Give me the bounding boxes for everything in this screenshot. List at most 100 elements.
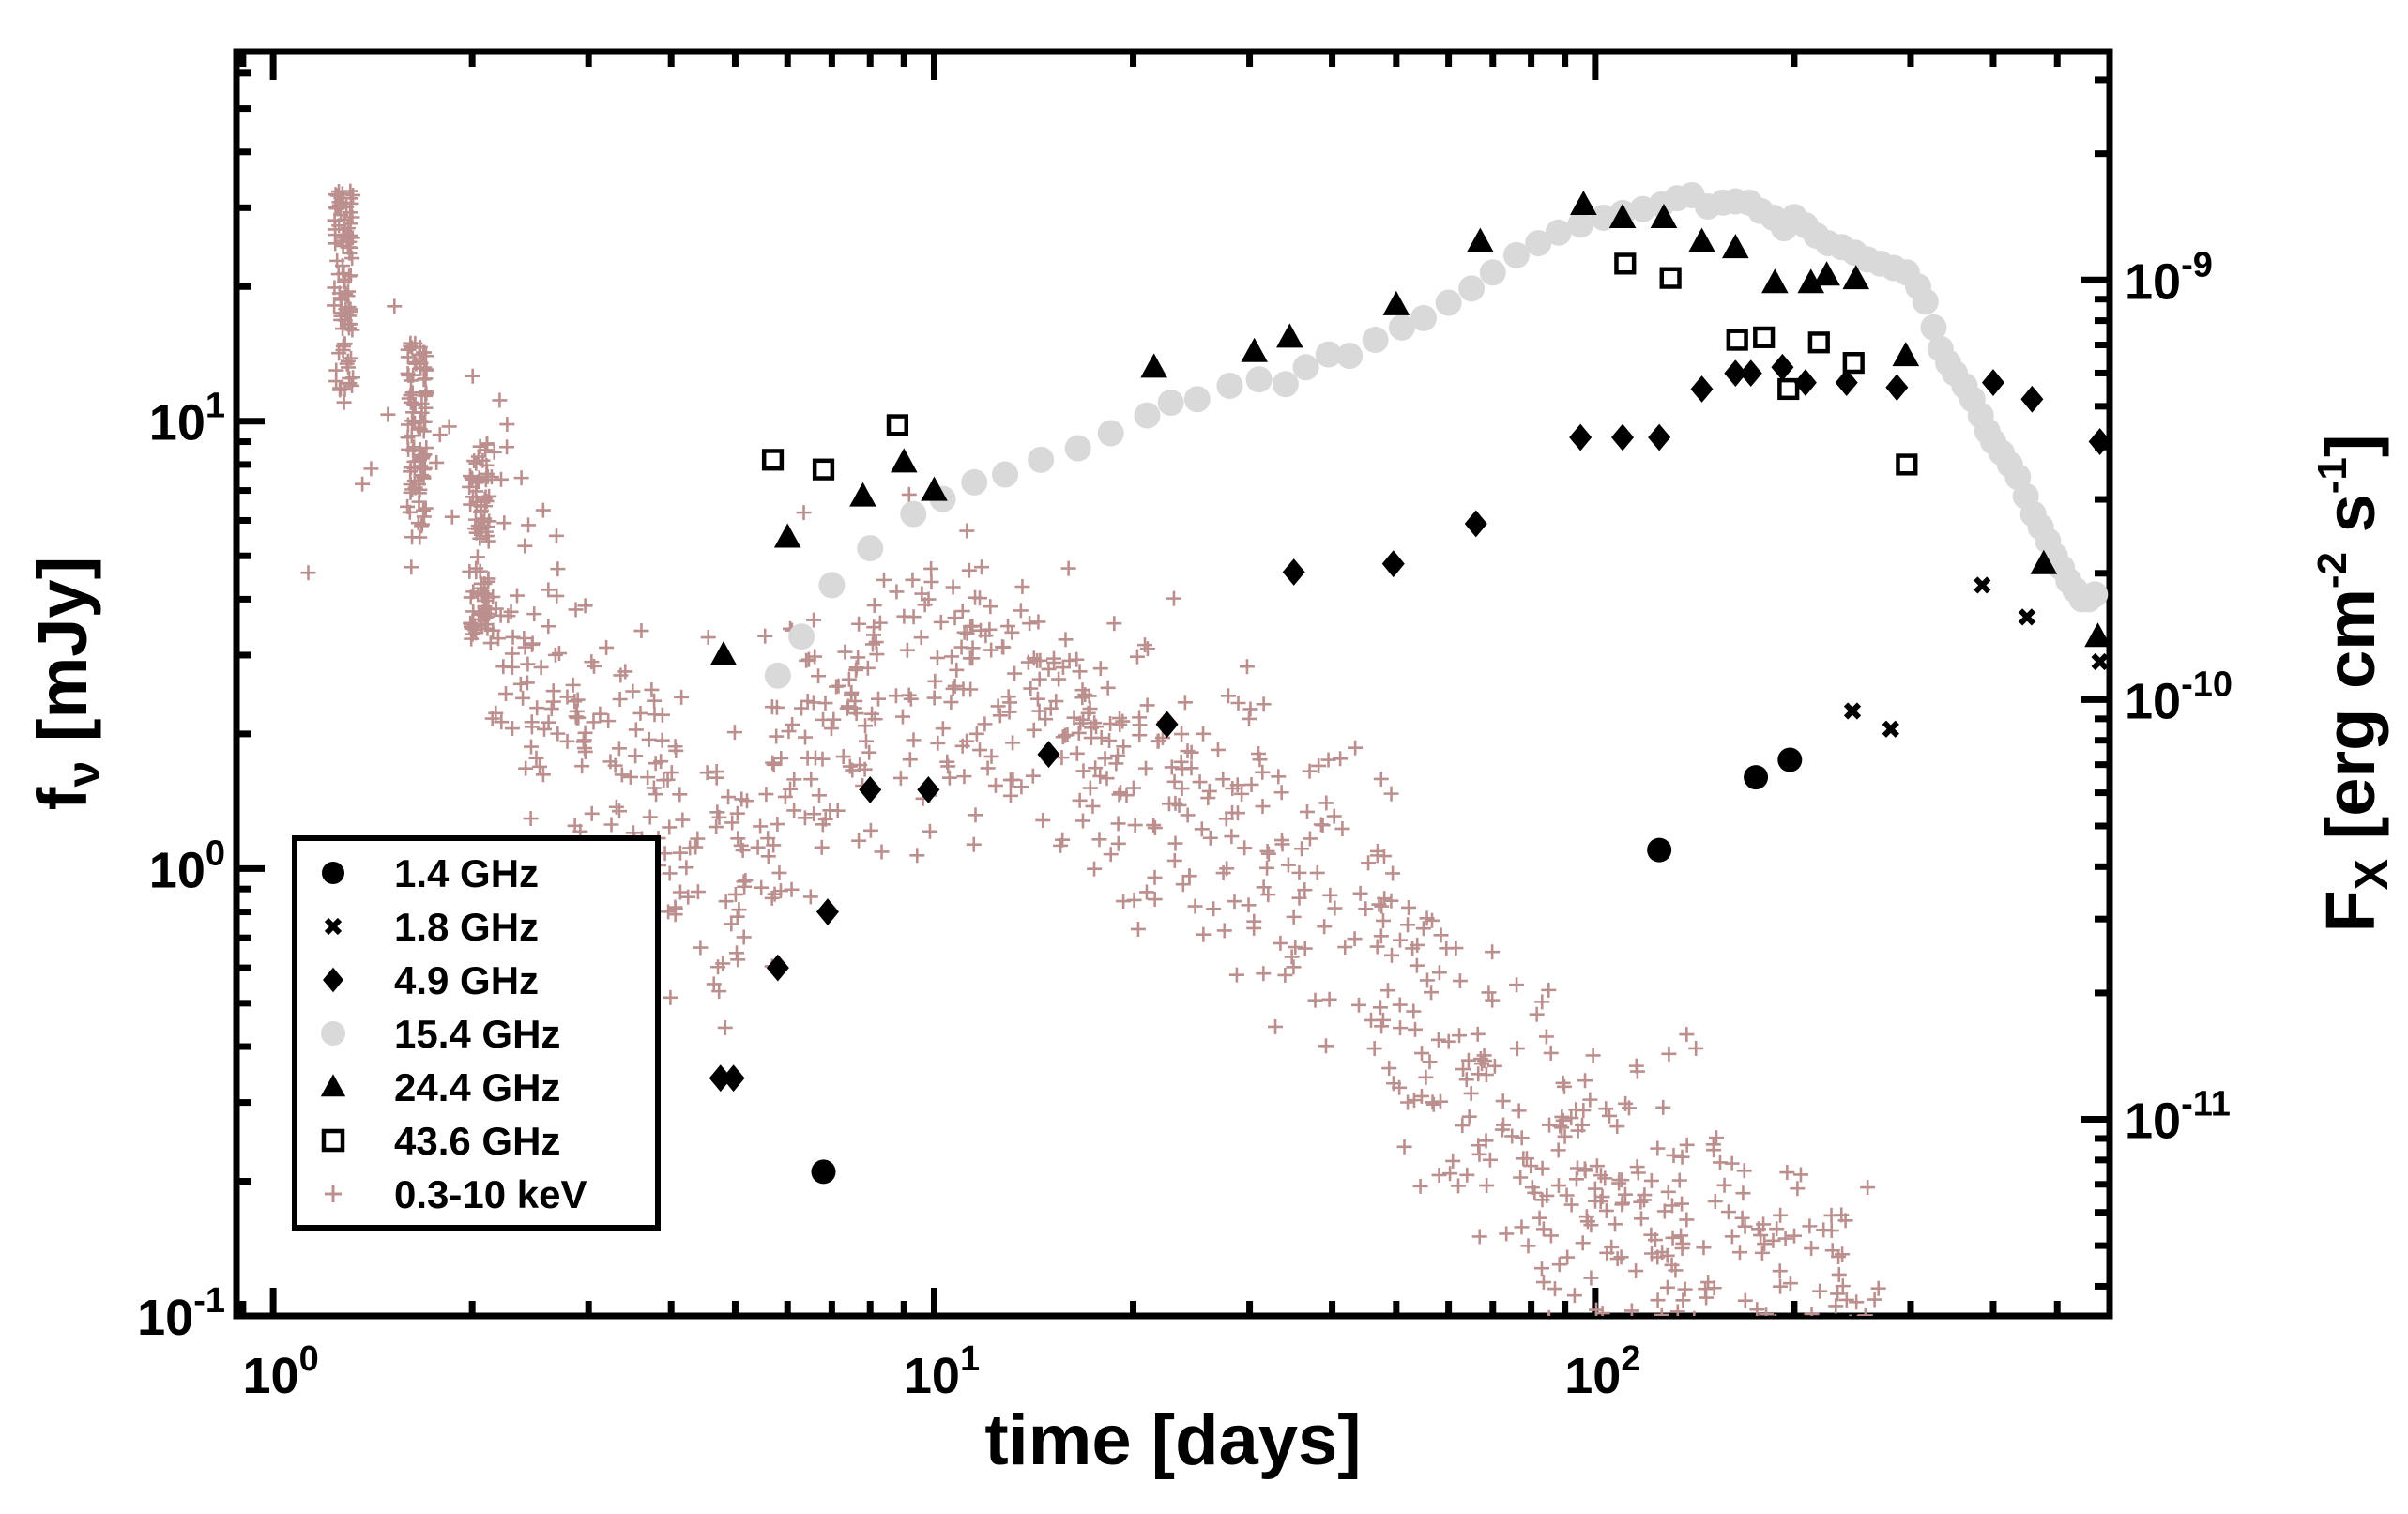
- point-xray: [1430, 1032, 1446, 1048]
- point-xray: [1092, 661, 1108, 677]
- point-xray: [1237, 840, 1253, 856]
- point-xray: [1511, 1103, 1527, 1119]
- point-xray: [334, 292, 350, 308]
- point-xray: [947, 678, 963, 694]
- point-xray: [831, 678, 846, 694]
- point-xray: [1174, 781, 1190, 797]
- point-24-4-ghz: [2030, 549, 2058, 574]
- point-xray: [1432, 1093, 1448, 1109]
- point-xray: [532, 758, 548, 774]
- y-right-label-unit-b: s: [2311, 494, 2389, 552]
- point-xray: [416, 509, 432, 525]
- point-xray: [1271, 769, 1287, 785]
- point-15-4-ghz: [961, 468, 988, 496]
- point-xray: [1030, 614, 1046, 630]
- point-xray: [1352, 885, 1368, 901]
- point-xray: [956, 769, 972, 785]
- point-15-4-ghz: [1183, 386, 1211, 413]
- point-xray: [876, 572, 892, 588]
- point-xray: [1835, 1246, 1851, 1262]
- point-xray: [1110, 816, 1126, 832]
- point-xray: [1623, 1303, 1639, 1316]
- point-xray: [523, 739, 539, 755]
- point-xray: [1130, 921, 1146, 937]
- point-xray: [1744, 1367, 1759, 1382]
- point-xray: [647, 693, 663, 709]
- point-xray: [930, 735, 946, 751]
- point-xray: [463, 616, 479, 632]
- point-xray: [516, 631, 532, 647]
- point-xray: [1509, 977, 1525, 993]
- y-right-label-unit-a: [erg cm: [2311, 589, 2389, 859]
- point-xray: [1554, 1109, 1570, 1124]
- point-xray: [709, 819, 724, 835]
- point-xray: [1463, 1085, 1479, 1101]
- point-xray: [1534, 1160, 1550, 1176]
- point-xray: [1273, 935, 1288, 951]
- point-xray: [1679, 1137, 1695, 1153]
- point-xray: [1860, 1180, 1876, 1196]
- point-xray: [721, 789, 737, 805]
- point-15-4-ghz: [1157, 390, 1184, 417]
- point-xray: [783, 781, 799, 797]
- point-xray: [753, 818, 769, 834]
- point-xray: [472, 530, 488, 546]
- point-xray: [1116, 894, 1132, 910]
- point-xray: [1804, 1241, 1820, 1257]
- legend-label: 1.8 GHz: [394, 905, 539, 949]
- point-xray: [1823, 1207, 1839, 1223]
- point-xray: [1092, 768, 1108, 784]
- point-xray: [869, 647, 885, 663]
- point-xray: [1445, 1153, 1461, 1169]
- point-43-6-ghz: [1896, 453, 1918, 476]
- point-xray: [1255, 764, 1271, 780]
- point-xray: [1294, 841, 1310, 857]
- y-left-tick-label: 10-1: [137, 1281, 225, 1346]
- point-xray: [766, 757, 782, 772]
- point-xray: [337, 274, 353, 290]
- point-xray: [444, 509, 460, 525]
- point-xray: [568, 602, 584, 618]
- point-xray: [1779, 1165, 1795, 1181]
- point-xray: [1166, 590, 1181, 606]
- point-xray: [1772, 1364, 1787, 1379]
- point-xray: [923, 560, 939, 576]
- point-xray: [1100, 680, 1116, 696]
- point-xray: [341, 283, 357, 299]
- point-xray: [1431, 1167, 1447, 1183]
- point-15-4-ghz: [1028, 446, 1055, 473]
- point-xray: [490, 631, 506, 647]
- point-xray: [1108, 756, 1124, 772]
- point-xray: [770, 817, 785, 833]
- point-xray: [327, 280, 343, 296]
- point-xray: [693, 940, 709, 956]
- point-xray: [1013, 603, 1029, 619]
- point-xray: [1115, 713, 1131, 729]
- point-xray: [848, 706, 864, 722]
- point-xray: [1396, 1139, 1412, 1155]
- point-xray: [1765, 1232, 1781, 1248]
- point-xray: [343, 195, 359, 211]
- point-xray: [1002, 695, 1018, 711]
- point-xray: [888, 688, 904, 704]
- point-xray: [1327, 900, 1343, 916]
- x-tick-label: 102: [1564, 1339, 1640, 1404]
- point-xray: [1532, 1210, 1547, 1226]
- point-xray: [465, 368, 480, 384]
- point-xray: [339, 356, 355, 372]
- point-xray: [1749, 1319, 1764, 1334]
- point-xray: [1814, 1323, 1829, 1338]
- point-xray: [1125, 780, 1141, 796]
- point-24-4-ghz: [1813, 261, 1840, 286]
- point-xray: [1471, 1066, 1486, 1082]
- point-xray: [802, 889, 818, 905]
- point-xray: [543, 701, 559, 717]
- point-xray: [765, 755, 781, 771]
- point-xray: [1025, 768, 1041, 784]
- point-xray: [1870, 1280, 1886, 1296]
- point-24-4-ghz: [1761, 268, 1789, 294]
- point-xray: [1769, 1343, 1784, 1358]
- point-xray: [690, 884, 706, 900]
- point-xray: [799, 652, 815, 668]
- point-xray: [1474, 1056, 1490, 1072]
